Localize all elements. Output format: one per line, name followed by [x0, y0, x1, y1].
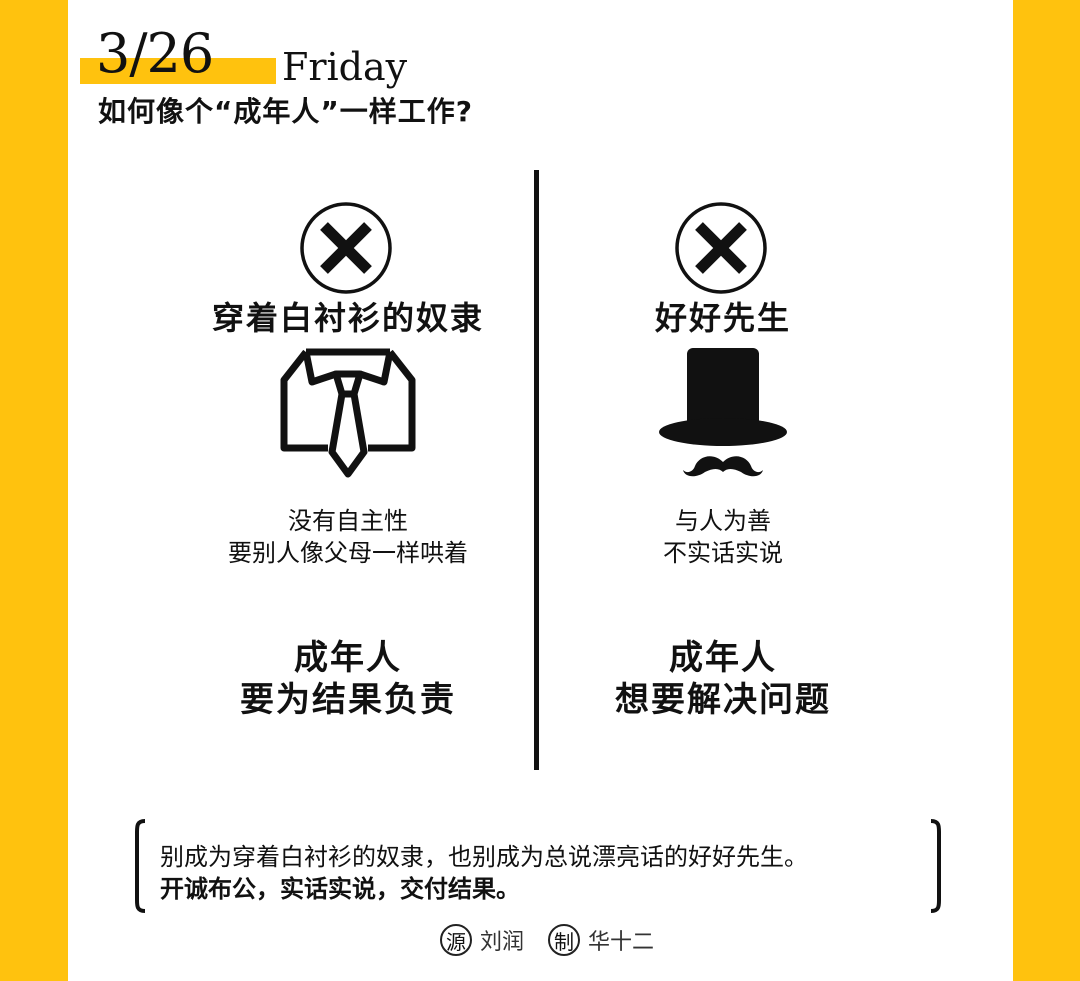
quote-box: 别成为穿着白衬衫的奴隶，也别成为总说漂亮话的好好先生。 开诚布公，实话实说，交付… [132, 818, 944, 914]
right-conclusion: 成年人 想要解决问题 [513, 637, 933, 721]
description-line: 不实话实说 [663, 539, 783, 567]
description-line: 要别人像父母一样哄着 [228, 539, 468, 567]
left-column-title: 穿着白衬衫的奴隶 [211, 299, 484, 337]
left-bracket-icon [135, 819, 146, 913]
description-line: 与人为善 [675, 507, 771, 535]
conclusion-line: 要为结果负责 [240, 680, 456, 720]
weekday-label: Friday [282, 45, 408, 89]
right-description: 与人为善 不实话实说 [513, 505, 933, 569]
source-badge: 源 [440, 924, 472, 956]
conclusion-line: 成年人 [669, 638, 777, 678]
left-description: 没有自主性 要别人像父母一样哄着 [138, 505, 558, 569]
left-conclusion: 成年人 要为结果负责 [138, 637, 558, 721]
date-highlight-bar [80, 58, 276, 84]
quote-line: 别成为穿着白衬衫的奴隶，也别成为总说漂亮话的好好先生。 [160, 843, 808, 871]
date-label: 3/26 [96, 22, 214, 85]
maker-badge: 制 [548, 924, 581, 956]
poster-card: 3/26 Friday 如何像个“成年人”一样工作? 穿着白衬衫的奴隶 没有自主… [68, 0, 1013, 981]
maker-name: 华十二 [588, 930, 655, 955]
shirt-tie-icon [280, 348, 416, 478]
top-hat-mustache-icon [659, 348, 787, 477]
source-name: 刘润 [480, 930, 525, 955]
cross-circle-icon [675, 202, 767, 294]
cross-circle-icon [300, 202, 392, 294]
quote-emphasis-line: 开诚布公，实话实说，交付结果。 [160, 875, 520, 903]
page-title: 如何像个“成年人”一样工作? [98, 95, 474, 128]
conclusion-line: 成年人 [294, 638, 402, 678]
right-bracket-icon [930, 819, 941, 913]
column-divider [534, 170, 539, 770]
description-line: 没有自主性 [288, 507, 408, 535]
credits: 源 刘润 制 华十二 [440, 920, 678, 960]
right-column-title: 好好先生 [654, 299, 791, 337]
conclusion-line: 想要解决问题 [615, 680, 831, 720]
